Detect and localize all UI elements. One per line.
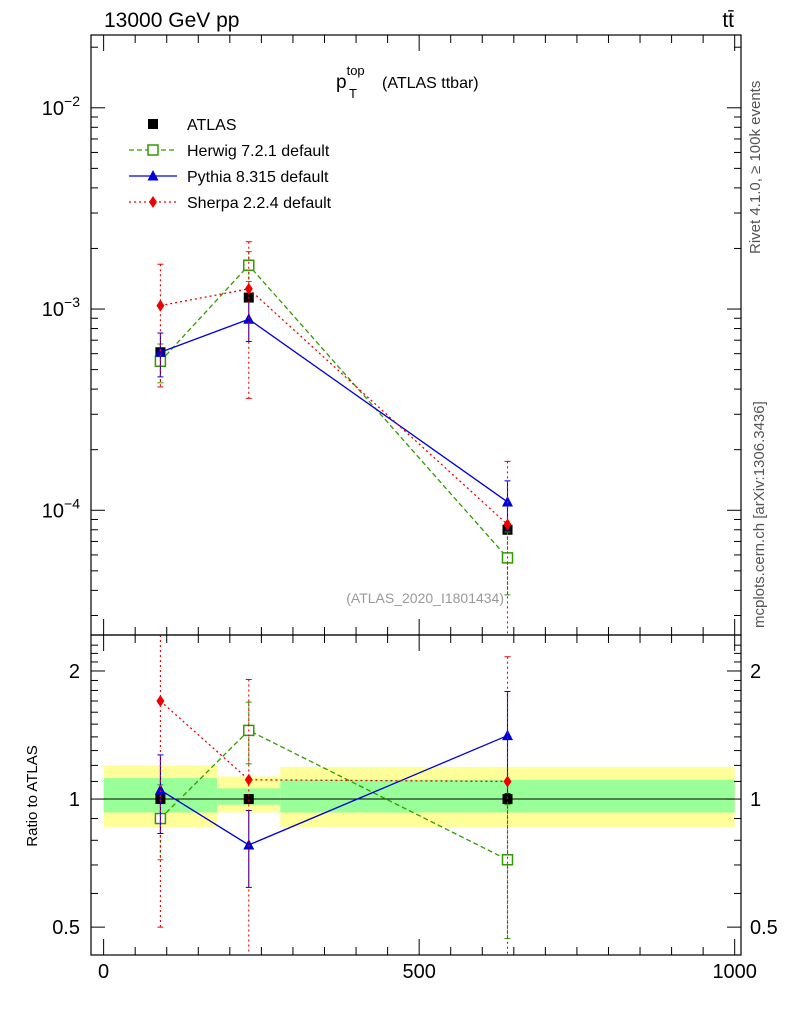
ratio-pythia-point-2 — [502, 729, 514, 741]
ratio-atlas-point-2 — [502, 794, 513, 805]
xtick-label-2: 1000 — [712, 961, 757, 983]
main-herwig-point-1 — [243, 259, 255, 272]
legend-marker-pythia — [147, 170, 159, 181]
main-ytick-label-exp-0: −4 — [64, 495, 80, 511]
title-rest: (ATLAS ttbar) — [382, 75, 479, 92]
main-ytick-label-base-0: 10 — [42, 500, 64, 522]
ratio-sherpa-point-2 — [503, 775, 512, 788]
ratio-ytick-label-right-1: 1 — [750, 789, 761, 811]
x-axis-labels: 0 500 1000 — [98, 961, 757, 983]
main-ytick-label-base-2: 10 — [42, 98, 64, 120]
main-axes: 10−410−310−2 — [42, 34, 742, 636]
legend-marker-sherpa — [149, 196, 157, 208]
ratio-atlas-point-1 — [243, 794, 254, 805]
main-herwig-line — [159, 264, 508, 559]
legend-label-sherpa: Sherpa 2.2.4 default — [187, 195, 332, 212]
rivet-label: Rivet 4.1.0, ≥ 100k events — [747, 81, 764, 254]
legend-label-pythia: Pythia 8.315 default — [187, 169, 329, 186]
title-sub: T — [349, 86, 357, 101]
xtick-label-0: 0 — [98, 961, 109, 983]
main-ytick-label-exp-2: −2 — [64, 93, 80, 109]
ratio-ytick-label-left-1: 1 — [69, 789, 80, 811]
mcplots-label: mcplots.cern.ch [arXiv:1306.3436] — [751, 401, 768, 628]
main-pythia-point-2 — [502, 495, 514, 507]
legend: ATLAS Herwig 7.2.1 default Pythia 8.315 de… — [129, 117, 332, 212]
main-series-group — [154, 241, 514, 636]
legend-marker-atlas — [148, 119, 158, 129]
ratio-sherpa-point-0 — [156, 695, 165, 708]
main-ytick-label-base-1: 10 — [42, 299, 64, 321]
ratio-plot: 0.5 0.5 1 1 2 2 — [52, 634, 778, 956]
main-sherpa-point-2 — [503, 518, 512, 531]
main-pythia-point-0 — [154, 346, 166, 357]
ratio-ytick-label-left-0: 0.5 — [52, 917, 80, 939]
energy-label: 13000 GeV pp — [104, 9, 239, 32]
ratio-ylabel: Ratio to ATLAS — [24, 745, 41, 846]
ratio-pythia-point-0 — [154, 784, 166, 795]
main-sherpa-point-1 — [244, 282, 253, 295]
ratio-axes: 0.5 0.5 1 1 2 2 — [52, 634, 778, 956]
main-ytick-label-1: 10−3 — [42, 294, 80, 321]
ratio-ytick-label-left-2: 2 — [69, 661, 80, 683]
process-label: tt̄ — [722, 9, 734, 32]
legend-label-herwig: Herwig 7.2.1 default — [187, 143, 330, 160]
plot-title: ptop T (ATLAS ttbar) — [336, 63, 479, 101]
ratio-pythia-point-1 — [243, 838, 255, 850]
title-sup: top — [347, 63, 365, 78]
main-ytick-label-0: 10−4 — [42, 495, 80, 522]
legend-marker-herwig — [147, 144, 159, 156]
ratio-sherpa-point-1 — [244, 773, 253, 786]
ratio-sherpa-line — [159, 700, 508, 783]
ratio-herwig-point-2 — [501, 854, 514, 866]
main-sherpa-line — [160, 288, 508, 525]
ratio-series-group — [154, 634, 514, 956]
legend-label-atlas: ATLAS — [187, 117, 237, 134]
ratio-frame — [90, 634, 742, 956]
main-ytick-label-exp-1: −3 — [64, 294, 80, 310]
ratio-bands — [103, 765, 735, 827]
xtick-label-1: 500 — [402, 961, 435, 983]
main-plot: 10−410−310−2 — [42, 34, 742, 636]
title-main: p — [336, 72, 347, 93]
main-sherpa-point-0 — [156, 299, 165, 312]
analysis-watermark: (ATLAS_2020_I1801434) — [346, 590, 504, 606]
main-ytick-label-2: 10−2 — [42, 93, 80, 120]
main-pythia-line — [160, 318, 508, 503]
ratio-ytick-label-right-0: 0.5 — [750, 917, 778, 939]
ratio-ytick-label-right-2: 2 — [750, 661, 761, 683]
